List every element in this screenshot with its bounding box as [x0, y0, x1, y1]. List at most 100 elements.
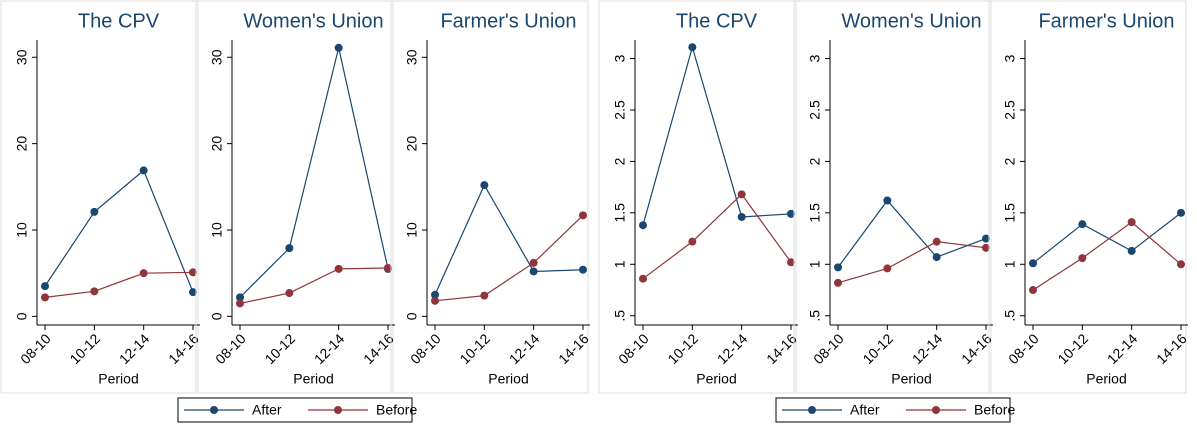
y-tick-label: .5: [1002, 310, 1018, 322]
x-tick-label: 14-16: [555, 330, 592, 367]
data-point: [480, 181, 489, 190]
data-point: [688, 43, 697, 52]
series-line: [44, 169, 194, 293]
x-tick-label: 10-12: [859, 330, 896, 367]
x-tick-label: 08-10: [212, 330, 249, 367]
data-point: [737, 190, 746, 199]
y-tick-label: 30: [14, 49, 30, 65]
legend-marker: [210, 406, 218, 414]
y-tick-label: 3: [1002, 54, 1018, 62]
y-tick-label: 2.5: [807, 100, 823, 120]
data-point: [431, 296, 439, 305]
x-tick-label: 12-14: [506, 330, 543, 367]
y-tick-label: 3: [612, 54, 628, 62]
x-tick-label: 14-16: [1153, 330, 1190, 367]
data-point: [688, 237, 697, 246]
data-point: [1127, 246, 1136, 255]
y-tick-label: 20: [209, 136, 225, 152]
y-tick-label: .5: [612, 310, 628, 322]
x-tick-label: 12-14: [714, 330, 751, 367]
x-tick-label: 10-12: [664, 330, 701, 367]
data-point: [236, 293, 244, 302]
series-line: [44, 271, 194, 298]
series-line: [837, 199, 987, 268]
x-axis-label: Period: [488, 371, 528, 387]
data-point: [932, 253, 941, 262]
data-point: [737, 212, 746, 221]
data-point: [189, 288, 197, 297]
chart-title: The CPV: [78, 10, 160, 32]
data-point: [41, 293, 49, 302]
y-tick-label: 10: [14, 222, 30, 238]
panel-frame: [195, 0, 394, 394]
data-point: [334, 43, 343, 52]
data-point: [189, 268, 197, 277]
data-point: [834, 278, 842, 287]
y-tick-label: 3: [807, 54, 823, 62]
y-tick-label: 2: [1002, 157, 1018, 165]
data-point: [90, 207, 99, 216]
x-tick-label: 10-12: [1054, 330, 1091, 367]
data-point: [982, 243, 990, 252]
y-tick-label: 1: [612, 260, 628, 268]
x-tick-label: 10-12: [66, 330, 103, 367]
data-point: [384, 264, 392, 272]
y-tick-label: 1.5: [1002, 203, 1018, 223]
data-point: [1177, 260, 1185, 269]
chart-title: Women's Union: [841, 10, 981, 32]
x-tick-label: 10-12: [456, 330, 493, 367]
legend-label: Before: [974, 402, 1015, 418]
data-point: [1029, 259, 1037, 268]
legend-marker: [932, 406, 940, 414]
y-tick-label: .5: [807, 310, 823, 322]
data-point: [529, 267, 538, 276]
x-axis-label: Period: [891, 371, 931, 387]
x-tick-label: 08-10: [615, 330, 652, 367]
data-point: [883, 196, 892, 205]
data-point: [431, 290, 439, 299]
data-point: [1078, 220, 1087, 229]
x-tick-label: 08-10: [1005, 330, 1042, 367]
y-tick-label: 1: [807, 260, 823, 268]
data-point: [1029, 286, 1037, 295]
x-tick-label: 08-10: [407, 330, 444, 367]
data-point: [1127, 218, 1136, 227]
data-point: [579, 265, 587, 274]
chart-title: Farmer's Union: [440, 10, 576, 32]
legend-label: After: [252, 402, 282, 418]
series-line: [642, 45, 792, 226]
series-line: [434, 214, 584, 302]
series-line: [837, 241, 987, 284]
data-point: [90, 287, 99, 296]
y-tick-label: 1.5: [612, 203, 628, 223]
panel-frame: [0, 0, 199, 394]
data-point: [787, 258, 795, 267]
y-tick-label: 1.5: [807, 203, 823, 223]
series-line: [1032, 221, 1182, 291]
x-axis-label: Period: [98, 371, 138, 387]
data-point: [834, 263, 842, 272]
x-tick-label: 10-12: [261, 330, 298, 367]
y-tick-label: 2: [612, 157, 628, 165]
y-tick-label: 10: [404, 222, 420, 238]
legend-label: After: [850, 402, 880, 418]
panel-frame: [598, 0, 797, 394]
y-tick-label: 20: [404, 136, 420, 152]
y-tick-label: 30: [404, 49, 420, 65]
data-point: [639, 274, 647, 283]
y-tick-label: 0: [14, 312, 30, 320]
data-point: [480, 291, 489, 300]
data-point: [285, 244, 294, 253]
data-point: [1177, 208, 1185, 217]
legend-marker: [334, 406, 342, 414]
y-tick-label: 2: [807, 157, 823, 165]
series-line: [239, 267, 389, 304]
series-line: [642, 193, 792, 280]
y-tick-label: 30: [209, 49, 225, 65]
data-point: [41, 282, 49, 291]
series-line: [1032, 212, 1182, 264]
data-point: [285, 289, 294, 298]
data-point: [529, 258, 538, 267]
panel-frame: [988, 0, 1187, 394]
